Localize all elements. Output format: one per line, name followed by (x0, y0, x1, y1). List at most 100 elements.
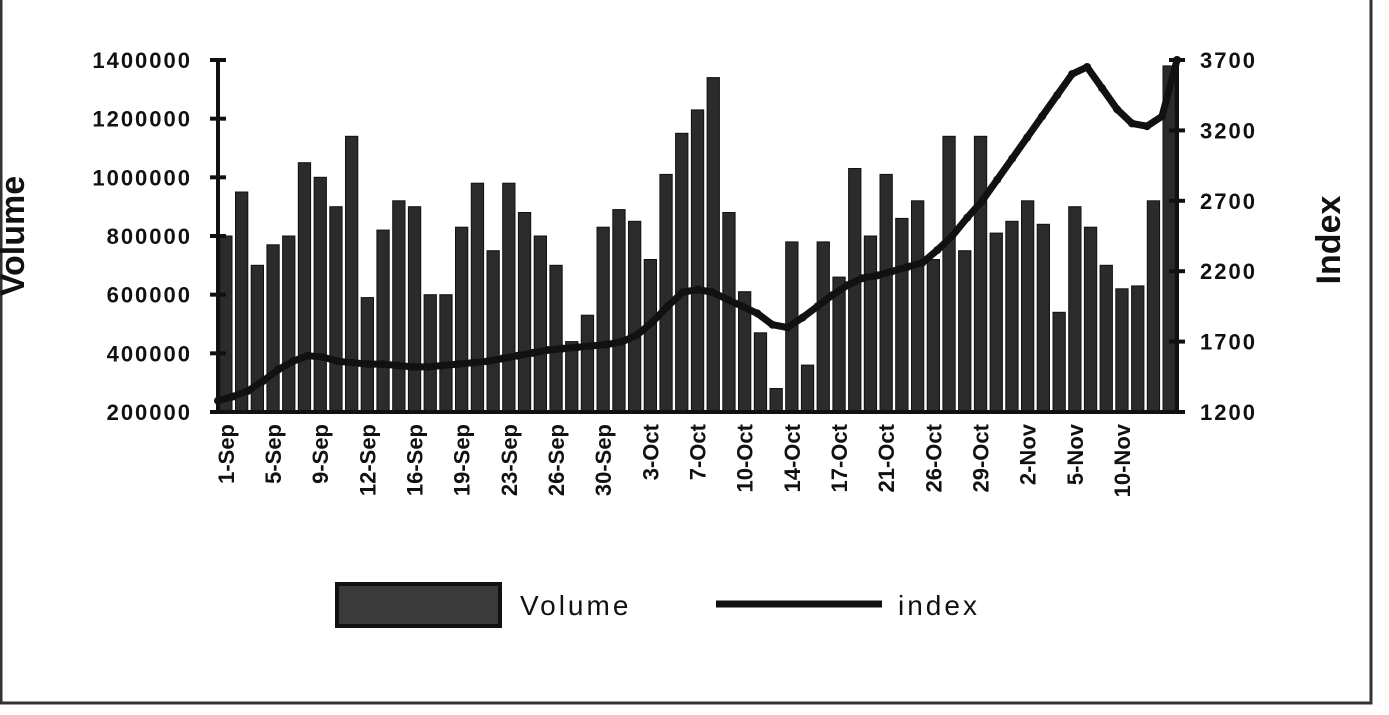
index-point (738, 302, 747, 311)
volume-bar (675, 132, 689, 413)
index-point (348, 358, 357, 367)
index-point (393, 361, 402, 370)
index-point (363, 360, 372, 369)
index-point (708, 288, 717, 297)
volume-bar (1021, 200, 1035, 413)
volume-bar (313, 176, 327, 413)
index-point (1038, 112, 1047, 121)
left-tick-label: 1000000 (92, 165, 192, 190)
volume-bar (565, 341, 579, 413)
index-point (648, 317, 657, 326)
right-tick-label: 2700 (1200, 189, 1257, 214)
volume-bar (407, 206, 422, 413)
volume-bar (549, 264, 563, 413)
x-tick-label: 19-Sep (450, 424, 475, 496)
volume-bar (690, 109, 705, 413)
x-tick-label: 23-Sep (497, 424, 522, 496)
x-tick-label: 7-Oct (686, 423, 711, 480)
volume-bar (329, 206, 343, 413)
index-point (618, 337, 627, 346)
index-point (423, 362, 432, 371)
volume-bar (486, 250, 500, 413)
index-point (828, 291, 837, 300)
x-tick-label: 10-Nov (1110, 423, 1135, 497)
index-point (798, 313, 807, 322)
volume-bar (848, 168, 862, 413)
volume-bar (1083, 226, 1098, 413)
left-tick-label: 400000 (107, 341, 192, 366)
x-tick-label: 10-Oct (733, 423, 758, 492)
right-tick-label: 3700 (1200, 48, 1257, 73)
volume-bar (423, 294, 437, 413)
x-tick-label: 1-Sep (214, 424, 239, 484)
legend-volume-swatch (335, 582, 502, 628)
index-point (259, 377, 267, 385)
legend-index-label: index (898, 590, 980, 621)
index-point (678, 288, 687, 297)
index-point (513, 351, 522, 360)
volume-bar (392, 200, 406, 413)
index-point (813, 302, 822, 311)
left-tick-label: 1200000 (92, 107, 192, 132)
index-point (903, 263, 912, 271)
volume-bar (753, 332, 768, 413)
x-tick-label: 12-Sep (355, 424, 380, 496)
legend: Volume index (335, 582, 980, 628)
index-point (858, 274, 867, 283)
volume-bar (455, 226, 469, 413)
volume-bar (879, 173, 893, 413)
volume-bar (800, 364, 815, 413)
index-point (753, 309, 762, 318)
volume-bar (612, 209, 626, 413)
x-tick-label: 5-Nov (1063, 423, 1088, 485)
index-point (573, 343, 582, 352)
index-point (603, 340, 612, 349)
index-point (558, 344, 567, 353)
volume-bar (895, 217, 909, 413)
index-point (288, 357, 297, 366)
volume-bar (1131, 285, 1145, 413)
volume-bar (1146, 200, 1161, 413)
volume-bar (345, 135, 359, 413)
volume-bar (376, 229, 390, 413)
volume-bar (973, 135, 988, 413)
volume-bar (958, 250, 972, 413)
volume-bar (580, 314, 595, 413)
index-point (843, 281, 852, 290)
bars-group (219, 65, 1176, 413)
volume-bar (706, 77, 720, 413)
legend-volume-label: Volume (520, 590, 631, 621)
index-point (633, 330, 642, 339)
index-point (1098, 84, 1107, 93)
x-tick-label: 21-Oct (874, 423, 899, 492)
x-tick-group: 1-Sep 5-Sep 9-Sep 12-Sep 16-Sep 19-Sep 23-Sep 2… (214, 423, 1135, 497)
index-point (1053, 91, 1062, 100)
volume-bar (470, 182, 485, 413)
index-point (498, 354, 507, 363)
index-point (963, 213, 972, 222)
index-point (453, 360, 462, 369)
left-tick-label: 1400000 (92, 48, 192, 73)
volume-bar (1005, 220, 1019, 413)
volume-bar (863, 235, 878, 413)
y2-axis-title: Index (1310, 196, 1348, 285)
index-point (229, 392, 237, 401)
volume-bar (596, 226, 610, 413)
x-tick-label: 26-Oct (921, 423, 946, 492)
volume-bar (219, 235, 233, 413)
index-point (1068, 70, 1077, 79)
index-point (483, 357, 492, 366)
index-point (378, 360, 387, 369)
left-tick-label: 800000 (107, 224, 192, 249)
volume-bar (282, 235, 296, 413)
index-point (543, 346, 552, 354)
index-point (333, 357, 342, 366)
left-tick-label: 600000 (107, 283, 192, 308)
volume-bar (1068, 206, 1082, 413)
index-point (273, 365, 282, 374)
index-point (948, 232, 957, 240)
volume-bar (722, 212, 736, 413)
index-point (918, 258, 927, 267)
